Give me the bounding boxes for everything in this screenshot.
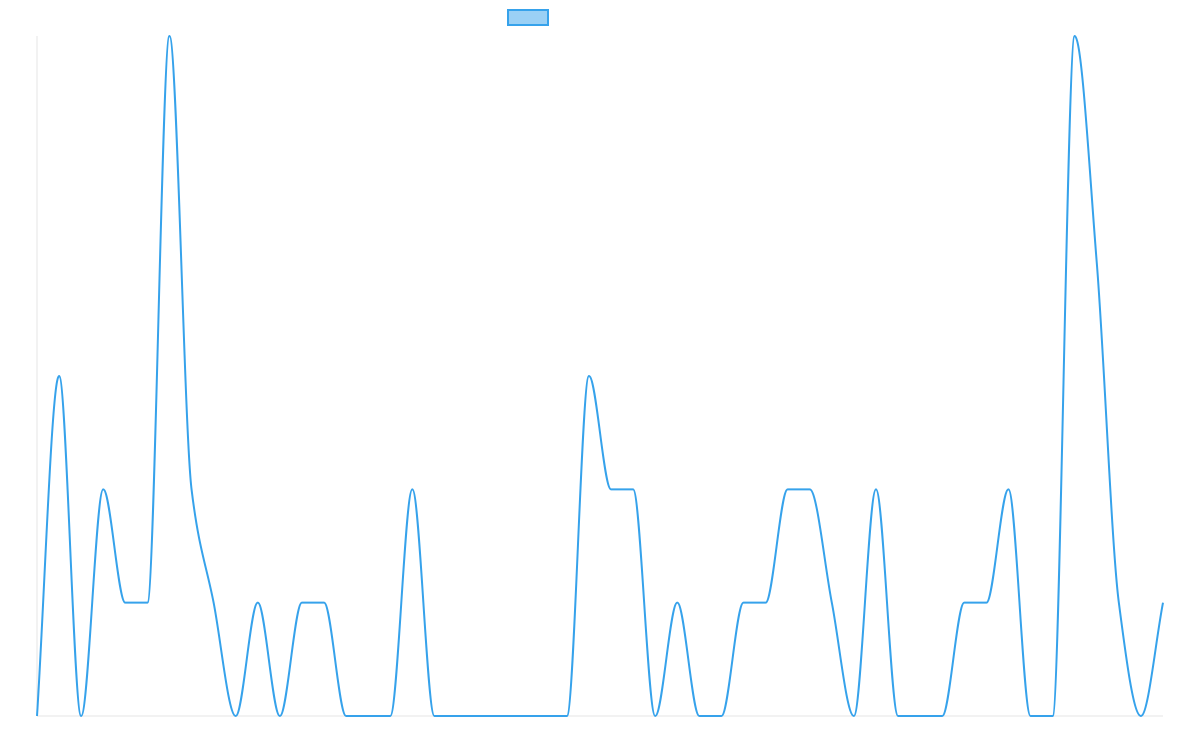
line xyxy=(36,34,1164,718)
legend-swatch xyxy=(507,9,549,26)
